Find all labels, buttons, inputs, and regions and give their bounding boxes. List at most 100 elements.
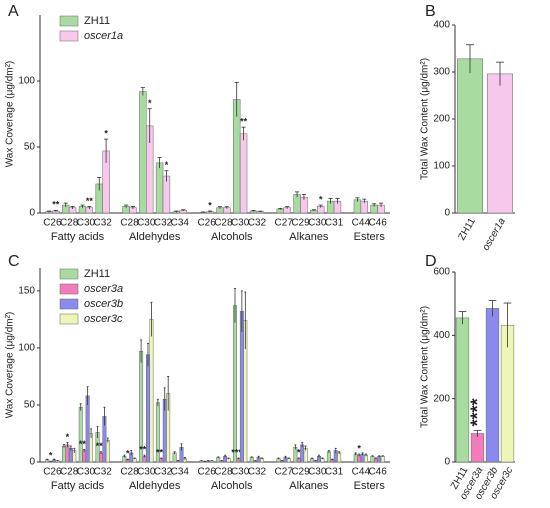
bar: [139, 91, 147, 214]
bar: [155, 162, 164, 214]
x-tick-label: C32: [93, 467, 112, 478]
significance: ****: [468, 398, 488, 426]
significance: *: [208, 200, 212, 210]
significance: *: [66, 432, 70, 442]
y-tick-label: 300: [433, 67, 450, 78]
significance: **: [86, 196, 94, 206]
x-tick-label: C30: [231, 467, 250, 478]
x-tick-label: C32: [154, 218, 173, 229]
bar: [249, 457, 254, 463]
legend-swatch: [59, 283, 79, 295]
x-tick-label: C34: [171, 218, 190, 229]
x-tick-label: C30: [231, 218, 250, 229]
bar: [370, 456, 375, 463]
x-tick-label: C34: [171, 467, 190, 478]
bar: [82, 450, 87, 463]
y-axis-label: Wax Coverage (μg/dm²): [5, 61, 16, 168]
bar: [233, 305, 237, 463]
x-tick-label: C31: [325, 467, 344, 478]
bar: [98, 452, 103, 463]
x-tick-label: C30: [137, 218, 156, 229]
x-tick-label: C28: [214, 467, 233, 478]
significance: *: [297, 447, 301, 457]
x-tick-label: C28: [120, 218, 139, 229]
bar: [172, 452, 177, 463]
group-label: Esters: [354, 480, 386, 492]
x-tick-label: ZH11: [456, 216, 478, 242]
y-tick-label: 50: [24, 400, 36, 411]
x-tick-label: C30: [308, 467, 327, 478]
significance: *: [319, 194, 323, 204]
x-tick-label: C29: [291, 218, 310, 229]
significance: ****: [231, 447, 246, 457]
significance: *: [148, 98, 152, 108]
x-tick-label: C28: [214, 218, 233, 229]
significance: ***: [139, 445, 150, 455]
legend-swatch: [59, 268, 79, 280]
bar: [85, 395, 90, 463]
legend-label: ZH11: [84, 15, 110, 27]
bar: [300, 444, 305, 463]
x-tick-label: C26: [43, 218, 62, 229]
y-tick-label: 50: [24, 142, 36, 153]
bar: [360, 453, 365, 463]
legend-swatch: [59, 30, 79, 42]
group-label: Alkanes: [289, 480, 329, 492]
y-axis-label: Wax Coverage (μg/dm²): [5, 312, 16, 419]
bar: [239, 311, 244, 463]
legend-label: oscer3c: [84, 313, 123, 325]
x-tick-label: C32: [248, 218, 267, 229]
x-tick-label: C30: [77, 467, 96, 478]
y-tick-label: 200: [433, 114, 450, 125]
significance: *: [165, 160, 169, 170]
x-tick-label: C28: [120, 467, 139, 478]
y-tick-label: 0: [29, 208, 35, 219]
legend-label: ZH11: [84, 268, 110, 280]
y-tick-label: 400: [433, 330, 450, 341]
bar: [487, 73, 513, 214]
group-label: Alcohols: [211, 231, 253, 243]
bar: [62, 445, 66, 463]
panel-letter: B: [425, 3, 436, 20]
x-tick-label: C28: [60, 218, 79, 229]
x-tick-label: C26: [43, 467, 62, 478]
x-tick-label: C31: [325, 218, 344, 229]
bar: [105, 440, 110, 463]
x-tick-label: C27: [275, 218, 294, 229]
y-tick-label: 200: [433, 393, 450, 404]
group-label: Fatty acids: [51, 231, 105, 243]
y-tick-label: 0: [444, 208, 450, 219]
legend-label: oscer3a: [84, 283, 123, 295]
x-tick-label: C30: [77, 218, 96, 229]
significance: **: [240, 117, 248, 127]
x-tick-label: C30: [308, 218, 327, 229]
panel-letter: A: [8, 3, 19, 20]
legend-swatch: [59, 298, 79, 310]
x-tick-label: C44: [352, 467, 371, 478]
legend-label: oscer1a: [84, 30, 123, 42]
x-tick-label: C26: [197, 218, 216, 229]
bar: [457, 58, 483, 214]
bar: [485, 308, 500, 463]
y-tick-label: 600: [433, 267, 450, 278]
x-tick-label: C26: [197, 467, 216, 478]
x-tick-label: C32: [248, 467, 267, 478]
bar: [377, 456, 382, 463]
bar: [65, 444, 70, 463]
bar: [216, 457, 221, 463]
significance: ***: [96, 441, 107, 451]
legend-label: oscer3b: [84, 298, 123, 310]
significance: *: [357, 443, 361, 453]
bar: [239, 133, 248, 214]
y-axis-label: Total Wax Content (μg/dm²): [420, 306, 431, 428]
bar: [337, 452, 342, 463]
panel-letter: C: [8, 253, 20, 270]
y-tick-label: 100: [433, 161, 450, 172]
x-tick-label: C28: [60, 467, 79, 478]
y-tick-label: 0: [29, 457, 35, 468]
significance: *: [49, 451, 53, 461]
y-tick-label: 400: [433, 20, 450, 31]
x-tick-label: C32: [93, 218, 112, 229]
x-tick-label: C46: [368, 218, 387, 229]
